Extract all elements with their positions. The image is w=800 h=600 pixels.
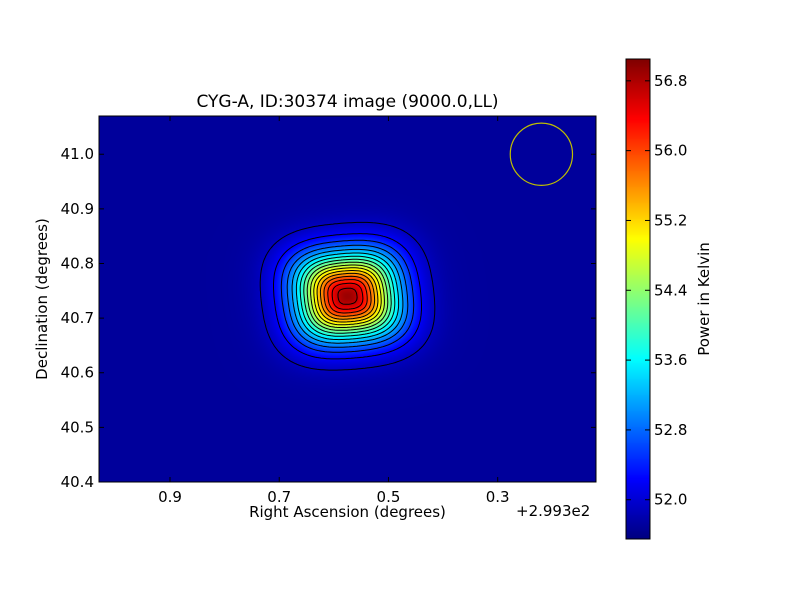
y-tick-label: 40.5	[61, 418, 94, 436]
colorbar-tick-label: 53.6	[654, 351, 687, 369]
colorbar-tick-label: 55.2	[654, 211, 687, 229]
colorbar-ticks: 52.0 52.8 53.6 54.4 55.2 56.0 56.8	[626, 72, 687, 509]
x-tick-label: 0.5	[377, 488, 401, 506]
y-tick-label: 41.0	[61, 145, 94, 163]
colorbar-tick-label: 52.0	[654, 491, 687, 509]
colorbar-tick-label: 52.8	[654, 421, 687, 439]
x-tick-label: 0.7	[267, 488, 291, 506]
contour-line-12	[316, 270, 379, 323]
contour-line-3	[280, 239, 415, 353]
contour-line-7	[299, 255, 396, 337]
contour-line-13	[319, 272, 376, 320]
colorbar-frame	[625, 58, 651, 540]
x-tick-label: 0.3	[486, 488, 510, 506]
contour-line-2	[273, 233, 422, 360]
contour-line-11	[313, 267, 382, 326]
beam-marker-circle	[509, 122, 574, 186]
x-axis-offset-label: +2.993e2	[516, 502, 591, 520]
y-tick-label: 40.4	[61, 473, 94, 491]
contour-line-17	[337, 287, 358, 305]
x-axis-label: Right Ascension (degrees)	[249, 503, 446, 521]
contour-line-5	[291, 248, 404, 344]
contour-line-8	[303, 258, 392, 334]
y-tick-label: 40.7	[61, 309, 94, 327]
y-tick-label: 40.9	[61, 200, 94, 218]
x-axis-ticks: 0.9 0.7 0.5 0.3	[158, 116, 510, 506]
colorbar-gradient	[626, 59, 650, 539]
contour-line-6	[295, 252, 400, 341]
colorbar-tick-label: 56.8	[654, 72, 687, 90]
contour-line-14	[323, 275, 372, 317]
contour-line-16	[331, 282, 364, 310]
y-axis-ticks: 40.4 40.5 40.6 40.7 40.8 40.9 41.0	[61, 145, 596, 491]
heatmap-image	[99, 116, 596, 482]
y-tick-label: 40.8	[61, 254, 94, 272]
x-tick-label: 0.9	[158, 488, 182, 506]
chart-title: CYG-A, ID:30374 image (9000.0,LL)	[196, 92, 499, 112]
colorbar-tick-label: 56.0	[654, 142, 687, 160]
contour-line-15	[327, 279, 368, 314]
contour-line-4	[286, 244, 409, 348]
contour-line-1	[259, 221, 436, 371]
contour-layer	[259, 221, 436, 371]
plot-frame	[98, 115, 597, 483]
beam-marker-layer	[509, 122, 574, 186]
y-tick-label: 40.6	[61, 364, 94, 382]
colorbar-tick-label: 54.4	[654, 281, 687, 299]
contour-line-9	[306, 261, 389, 331]
contour-line-10	[310, 264, 385, 328]
